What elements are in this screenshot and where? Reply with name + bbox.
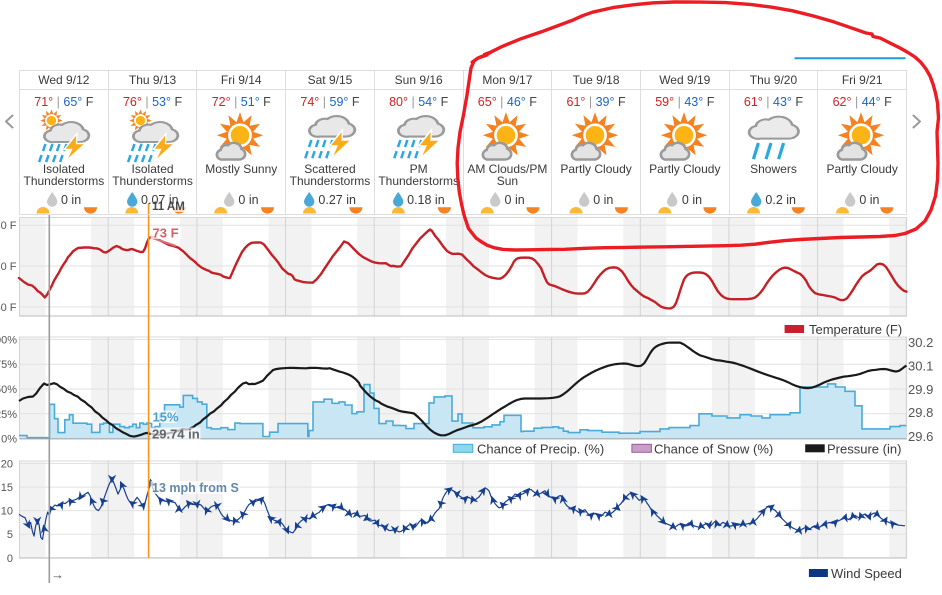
- svg-text:30.2: 30.2: [908, 335, 933, 350]
- svg-text:75%: 75%: [0, 359, 17, 371]
- svg-text:73 F: 73 F: [153, 225, 179, 240]
- svg-text:10: 10: [1, 506, 13, 518]
- svg-text:0: 0: [7, 553, 13, 565]
- svg-text:50%: 50%: [0, 384, 17, 396]
- svg-text:Chance of Precip. (%): Chance of Precip. (%): [477, 442, 604, 457]
- svg-text:20: 20: [1, 459, 13, 471]
- svg-text:Wind Speed: Wind Speed: [831, 566, 902, 581]
- svg-text:11 AM: 11 AM: [152, 201, 185, 213]
- svg-text:29.9: 29.9: [908, 382, 933, 397]
- svg-text:29.6: 29.6: [908, 429, 933, 444]
- svg-text:29.74 in: 29.74 in: [152, 426, 200, 441]
- svg-text:0%: 0%: [1, 434, 17, 446]
- svg-text:80 F: 80 F: [0, 220, 17, 232]
- svg-text:25%: 25%: [0, 409, 17, 421]
- svg-text:60 F: 60 F: [0, 261, 17, 273]
- svg-text:Temperature (F): Temperature (F): [809, 322, 902, 337]
- svg-text:Chance of Snow (%): Chance of Snow (%): [654, 442, 773, 457]
- svg-text:40 F: 40 F: [0, 302, 17, 314]
- svg-text:29.8: 29.8: [908, 405, 933, 420]
- svg-text:Pressure (in): Pressure (in): [827, 442, 901, 457]
- svg-text:30.1: 30.1: [908, 359, 933, 374]
- svg-text:15: 15: [1, 482, 13, 494]
- svg-text:13 mph from S: 13 mph from S: [152, 481, 239, 495]
- svg-text:15%: 15%: [153, 409, 179, 424]
- svg-text:→: →: [51, 567, 64, 582]
- svg-text:5: 5: [7, 529, 13, 541]
- svg-text:100%: 100%: [0, 335, 17, 347]
